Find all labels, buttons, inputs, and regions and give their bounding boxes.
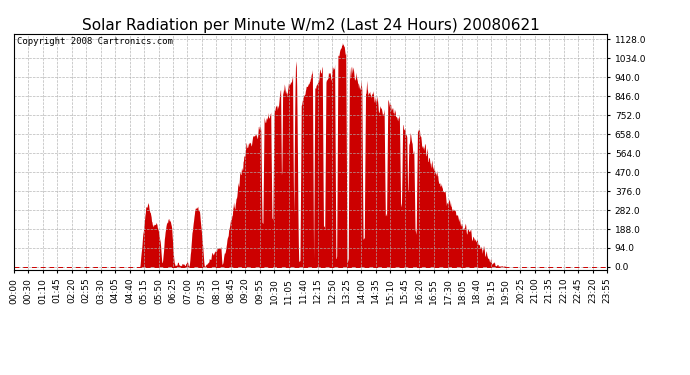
Text: Copyright 2008 Cartronics.com: Copyright 2008 Cartronics.com bbox=[17, 37, 172, 46]
Title: Solar Radiation per Minute W/m2 (Last 24 Hours) 20080621: Solar Radiation per Minute W/m2 (Last 24… bbox=[81, 18, 540, 33]
